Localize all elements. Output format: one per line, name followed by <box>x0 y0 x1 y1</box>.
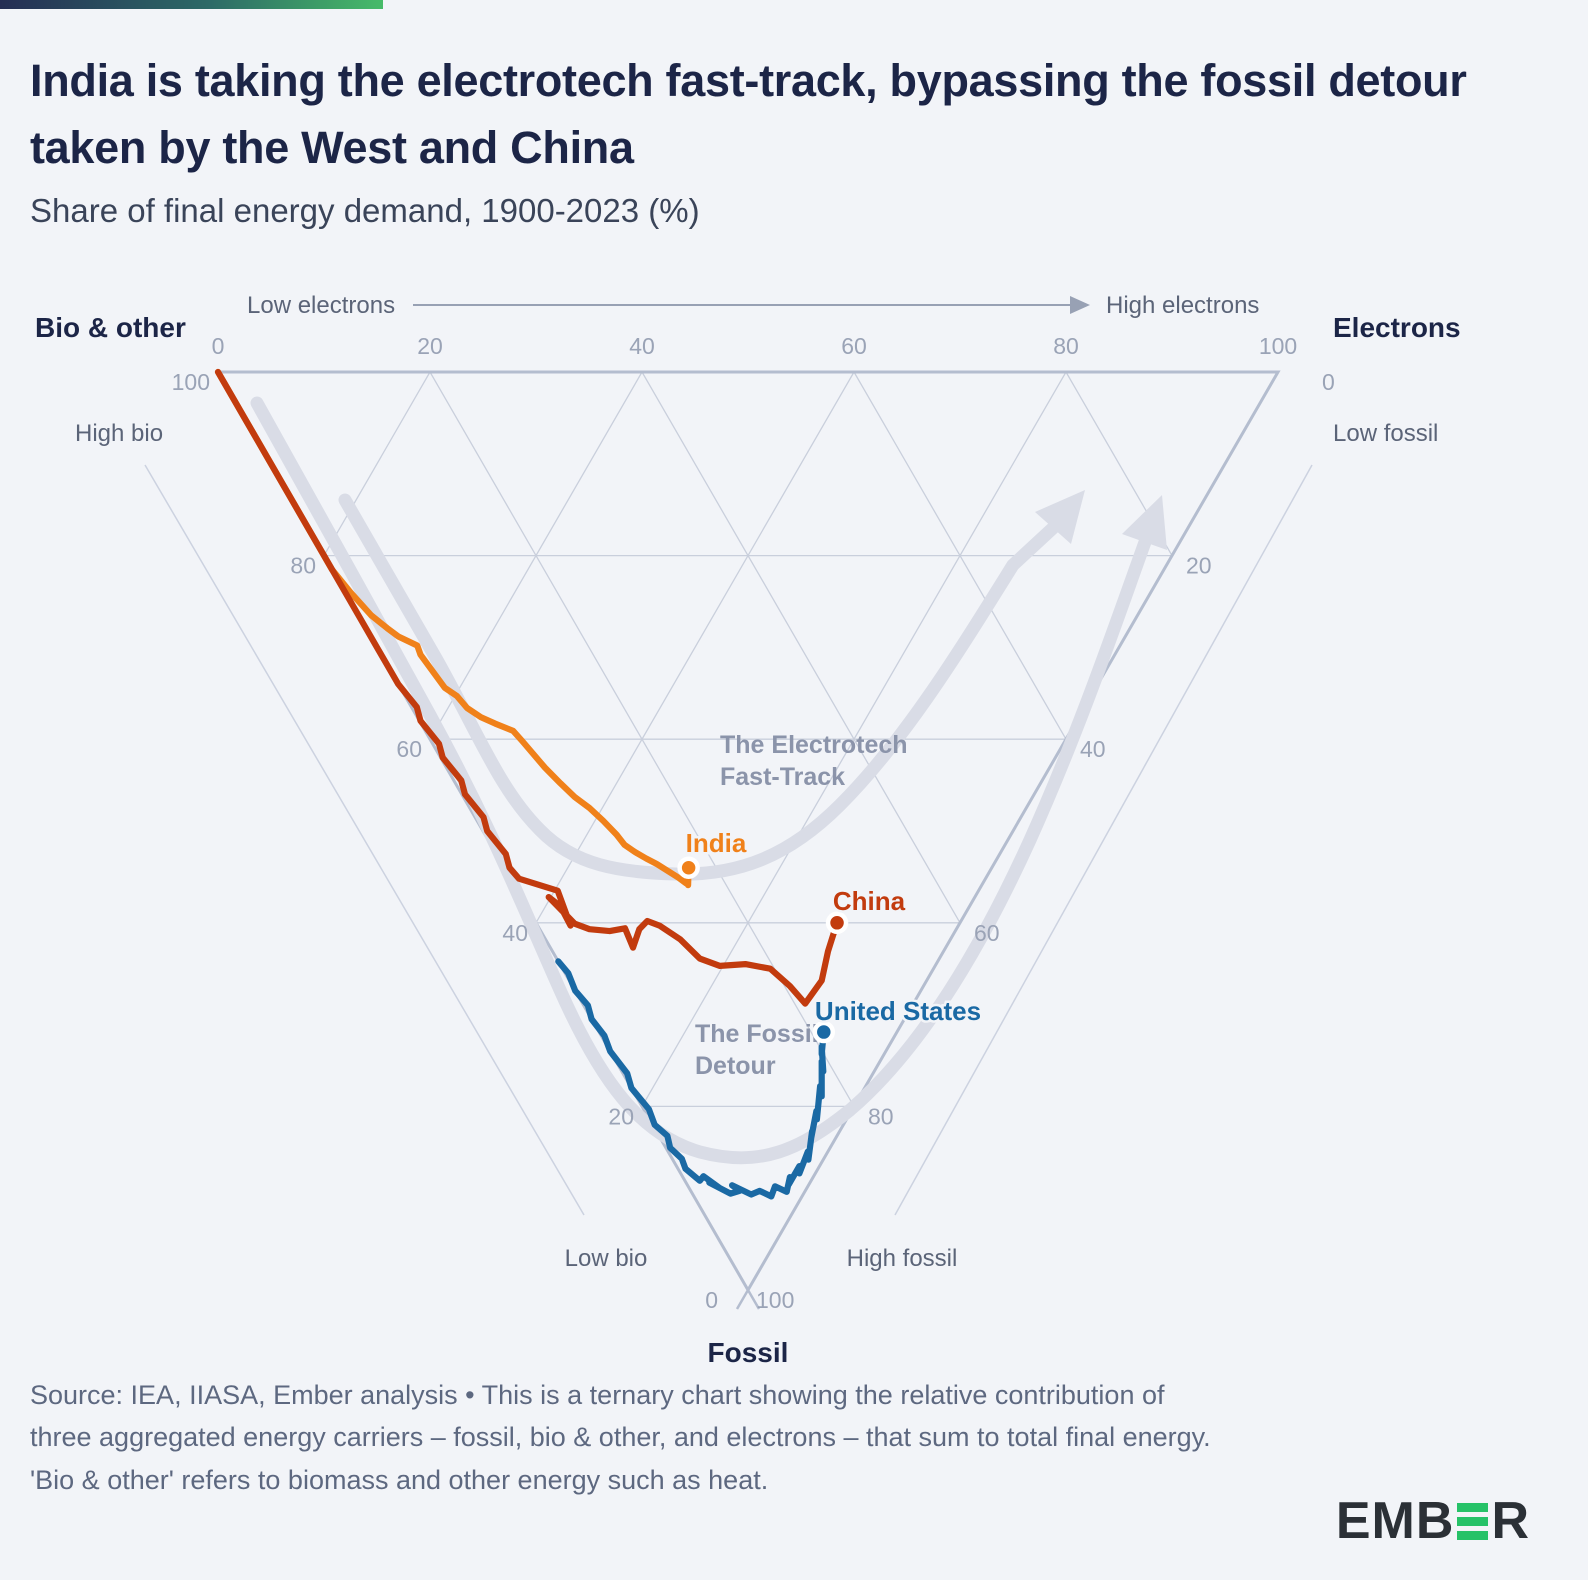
electrons-axis-title: Electrons <box>1333 312 1461 343</box>
low-electrons-label: Low electrons <box>247 292 395 319</box>
fast-track-arrowhead-icon <box>1035 490 1085 544</box>
source-note: Source: IEA, IIASA, Ember analysis • Thi… <box>30 1380 1211 1495</box>
fossil-tick-0: 0 <box>1322 369 1335 395</box>
low-bio-label: Low bio <box>565 1245 648 1272</box>
high-electrons-label: High electrons <box>1106 292 1259 319</box>
india-end-dot <box>677 856 700 879</box>
left-axis-guide-line <box>144 464 585 1216</box>
fast-track-annotation-line1: The Electrotech <box>720 731 908 759</box>
high-bio-label: High bio <box>75 420 163 447</box>
bio-tick-20: 20 <box>608 1103 634 1129</box>
page-subtitle: Share of final energy demand, 1900-2023 … <box>30 192 700 229</box>
india-series-label: India <box>686 828 747 858</box>
fossil-tick-40: 40 <box>1080 736 1106 762</box>
ember-logo-text-right: R <box>1491 1492 1530 1550</box>
electrons-tick-0: 0 <box>212 333 225 359</box>
united-states-line <box>555 958 827 1200</box>
fossil-tick-100: 100 <box>756 1287 794 1313</box>
brand-gradient-bar <box>0 0 383 9</box>
bio-tick-0: 0 <box>705 1287 718 1313</box>
bio-tick-40: 40 <box>502 920 528 946</box>
low-fossil-label: Low fossil <box>1333 420 1438 447</box>
electrons-tick-20: 20 <box>417 333 443 359</box>
electrons-tick-100: 100 <box>1259 333 1297 359</box>
bio-axis-title: Bio & other <box>35 312 186 343</box>
axis-tick-labels: 0 20 40 60 80 100 100 80 60 40 20 0 0 20 40 60 80 100 <box>172 333 1335 1313</box>
right-axis-guide-line <box>894 464 1313 1216</box>
ember-logo: EMB R <box>1336 1492 1530 1550</box>
china-end-dot <box>825 911 849 935</box>
electrons-direction-arrowhead-icon <box>1070 296 1090 314</box>
china-series-label: China <box>833 886 906 916</box>
bio-tick-100: 100 <box>172 369 210 395</box>
bio-tick-60: 60 <box>396 736 422 762</box>
fossil-detour-annotation-line2: Detour <box>695 1052 776 1080</box>
electrons-direction-annotation: Low electrons High electrons <box>247 292 1259 319</box>
page-title: India is taking the electrotech fast-tra… <box>30 55 1467 173</box>
bio-tick-80: 80 <box>290 553 316 579</box>
electrons-tick-80: 80 <box>1053 333 1079 359</box>
fossil-tick-80: 80 <box>868 1103 894 1129</box>
fossil-detour-arrow-band <box>250 396 1152 1165</box>
electrons-tick-60: 60 <box>841 333 867 359</box>
data-series <box>214 368 849 1200</box>
triangle-frame <box>215 370 1281 1310</box>
ember-logo-text-left: EMB <box>1335 1492 1455 1550</box>
fossil-tick-20: 20 <box>1186 553 1212 579</box>
china-line <box>214 368 841 1007</box>
fossil-axis-title: Fossil <box>708 1337 789 1368</box>
united-states-end-dot <box>812 1020 836 1044</box>
fossil-tick-60: 60 <box>974 920 1000 946</box>
electrons-tick-40: 40 <box>629 333 655 359</box>
fast-track-annotation-line2: Fast-Track <box>720 763 845 791</box>
high-fossil-label: High fossil <box>847 1245 958 1272</box>
fossil-detour-arrowhead-icon <box>1122 495 1167 550</box>
ember-logo-green-e-icon <box>1457 1502 1489 1540</box>
united-states-series-label: United States <box>815 996 981 1026</box>
fossil-detour-annotation-line1: The Fossil <box>695 1020 819 1048</box>
